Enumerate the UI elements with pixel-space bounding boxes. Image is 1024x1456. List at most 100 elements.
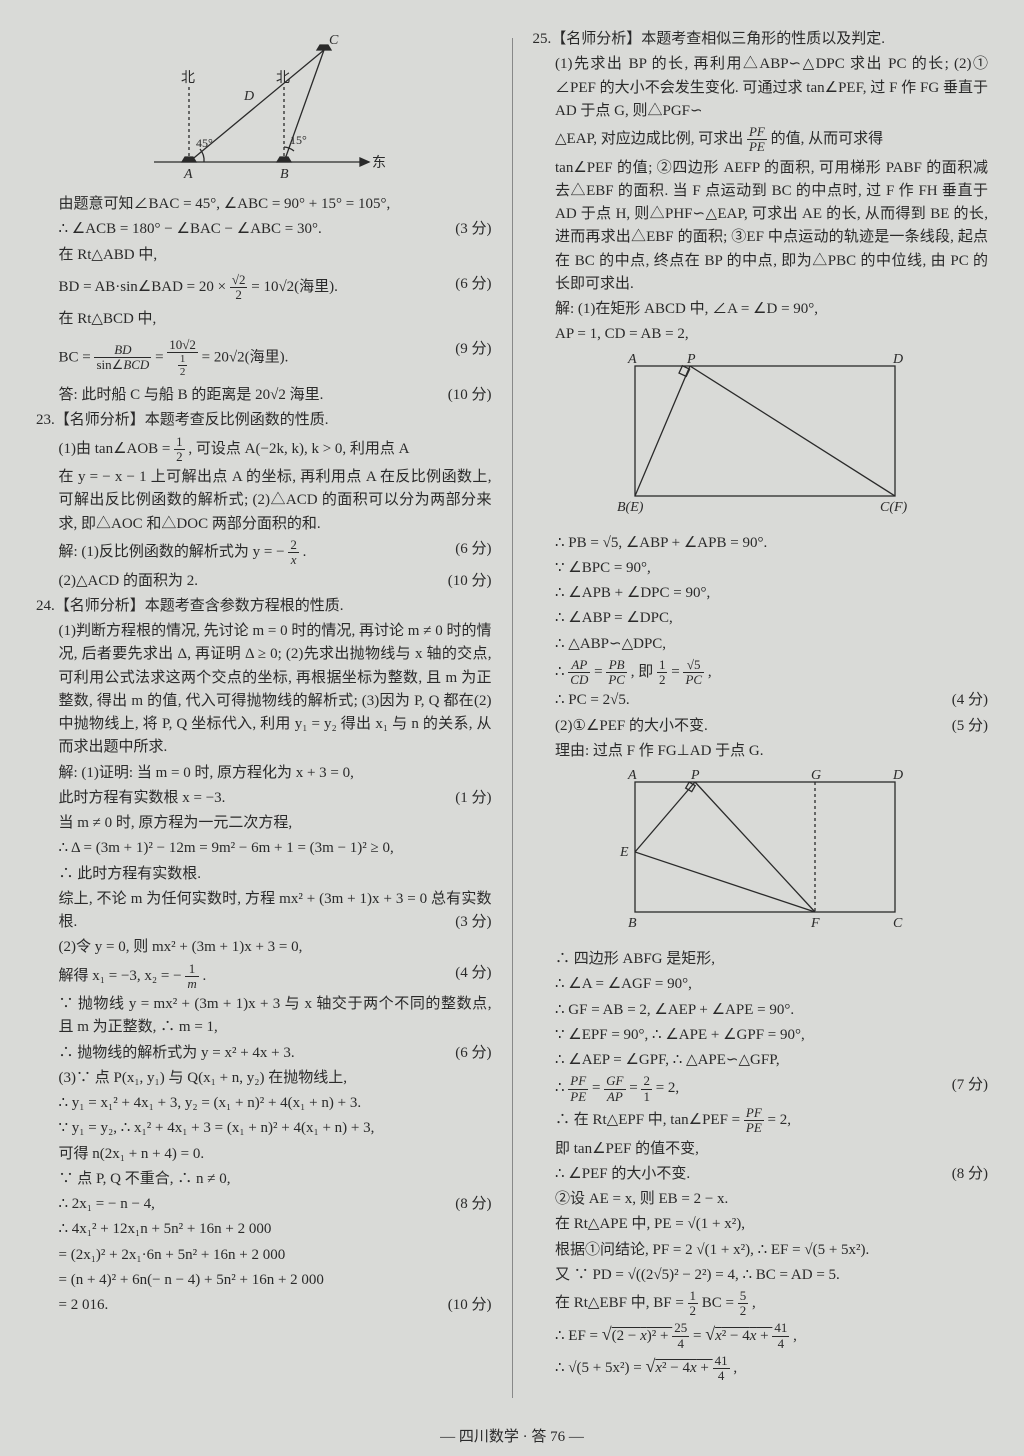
text: 此时方程有实数根 x = −3. [59,790,226,806]
fig2-d: D [892,352,903,367]
fraction: PFPE [744,1106,764,1136]
text-line: ∴ 此时方程有实数根. [36,863,492,886]
text: = [592,1081,604,1097]
fig3-e: E [619,845,629,860]
fraction: 1m [185,962,198,992]
fraction: PFPE [568,1074,588,1104]
text: 根据①问结论, PF = 2 [555,1242,693,1258]
text-line: ∴ 4x₁² + 12x₁n + 5n² + 16n + 2 000 [36,1218,492,1241]
text: ∴ [555,1360,568,1376]
text: = 20√2(海里). [202,349,289,365]
text-line: (2)①∠PEF 的大小不变. (5 分) [533,715,989,738]
score: (4 分) [455,962,491,985]
text-line: BD = AB·sin∠BAD = 20 × √22 = 10√2(海里). (… [36,273,492,303]
text-line: 此时方程有实数根 x = −3. (1 分) [36,787,492,810]
text: BD = AB·sin∠BAD = 20 × [59,279,230,295]
text: ∴ [555,1081,568,1097]
score: (3 分) [455,218,491,241]
text-line: ∴ ∠ABP = ∠DPC, [533,607,989,630]
score: (6 分) [455,1042,491,1065]
text: 在 Rt△EBF 中, BF = [555,1295,688,1311]
fig1-ang45: 45° [196,136,213,150]
text-line: ∴ ∠AEP = ∠GPF, ∴ △APE∽△GFP, [533,1049,989,1072]
text: (2)△ACD 的面积为 2. [59,573,198,589]
text-line: AP = 1, CD = AB = 2, [533,323,989,346]
text-line: ∴ Δ = (3m + 1)² − 12m = 9m² − 6m + 1 = (… [36,837,492,860]
text-line: ∴ △ABP∽△DPC, [533,633,989,656]
text: , [793,1328,797,1344]
text: . [202,968,206,984]
text-line: (2)△ACD 的面积为 2. (10 分) [36,570,492,593]
text: = 10√2(海里). [251,279,338,295]
text-line: ∴ 2x₁ = − n − 4, (8 分) [36,1193,492,1216]
fraction: 52 [738,1289,749,1319]
fig1-label-a: A [183,167,193,182]
text-line: 可得 n(2x₁ + n + 4) = 0. [36,1143,492,1166]
text-line: ∴ PFPE = GFAP = 21 = 2, (7 分) [533,1074,989,1104]
fraction: PBPC [606,658,627,688]
text-line: ∴ GF = AB = 2, ∠AEP + ∠APE = 90°. [533,999,989,1022]
analysis-heading: 24.【名师分析】本题考查含参数方程根的性质. [36,595,492,618]
text-line: 又 ∵ PD = √((2√5)² − 2²) = 4, ∴ BC = AD =… [533,1264,989,1287]
text-line: = (n + 4)² + 6n(− n − 4) + 5n² + 16n + 2… [36,1269,492,1292]
page: C D A B 北 北 东 45° 15° 由题意可知∠BAC = 45°, ∠… [0,0,1024,1398]
text-line: ∵ ∠EPF = 90°, ∴ ∠APE + ∠GPF = 90°, [533,1024,989,1047]
text: √(1 + x²), ∴ EF = [696,1242,804,1258]
fraction: GFAP [604,1074,625,1104]
fig3-g: G [811,768,821,783]
score: (6 分) [455,273,491,296]
fraction: 2x [288,538,299,568]
fig1-north1: 北 [181,70,195,86]
text-line: ∵ y₁ = y₂, ∴ x₁² + 4x₁ + 3 = (x₁ + n)² +… [36,1117,492,1140]
fig1-label-b: B [280,167,289,182]
fraction: BDsin∠BCD [94,343,151,373]
fig1-label-c: C [329,33,339,48]
text-line: (1)由 tan∠AOB = 12 , 可设点 A(−2k, k), k > 0… [36,435,492,465]
text: , [733,1360,737,1376]
text-line: ∴ EF = √(2 − x)² + 254 = √x² − 4x + 414 … [533,1321,989,1351]
text-line: 解: (1)证明: 当 m = 0 时, 原方程化为 x + 3 = 0, [36,762,492,785]
score: (8 分) [952,1163,988,1186]
analysis-heading: 23.【名师分析】本题考查反比例函数的性质. [36,409,492,432]
text: = 2, [768,1112,791,1128]
text: = [693,1328,705,1344]
text: ∴ PC = 2√5. [555,692,630,708]
text: , 即 [631,664,657,680]
text-line: ②设 AE = x, 则 EB = 2 − x. [533,1188,989,1211]
analysis-heading: 25.【名师分析】本题考查相似三角形的性质以及判定. [533,28,989,51]
text-line: ∴ APCD = PBPC , 即 12 = √5PC , [533,658,989,688]
text-line: 在 Rt△APE 中, PE = √(1 + x²), [533,1213,989,1236]
score: (3 分) [455,911,491,934]
text-line: ∴ √(5 + 5x²) = √x² − 4x + 414 , [533,1353,989,1383]
text-line: 在 y = − x − 1 上可解出点 A 的坐标, 再利用点 A 在反比例函数… [36,466,492,536]
score: (7 分) [952,1074,988,1097]
text-line: (1)先求出 BP 的长, 再利用△ABP∽△DPC 求出 PC 的长; (2)… [533,53,989,123]
fig3-p: P [690,768,700,783]
text: (2)①∠PEF 的大小不变. [555,718,708,734]
text-line: ∴ 抛物线的解析式为 y = x² + 4x + 3. (6 分) [36,1042,492,1065]
text: = [629,1081,641,1097]
fraction: 12 [688,1289,699,1319]
fig3-b: B [628,916,637,931]
fig2-a: A [627,352,637,367]
fraction: APCD [568,658,590,688]
text: , 可设点 A(−2k, k), k > 0, 利用点 A [188,441,409,457]
text-line: ∴ 四边形 ABFG 是矩形, [533,948,989,971]
fig3-c: C [893,916,903,931]
text: △EAP, 对应边成比例, 可求出 [555,131,747,147]
text-line: ∴ 在 Rt△EPF 中, tan∠PEF = PFPE = 2, [533,1106,989,1136]
score: (10 分) [448,570,492,593]
text: 解: (1)反比例函数的解析式为 y = − [59,544,289,560]
text-line: 答: 此时船 C 与船 B 的距离是 20√2 海里. (10 分) [36,384,492,407]
text-line: ∵ 点 P, Q 不重合, ∴ n ≠ 0, [36,1168,492,1191]
fraction: 10√212 [167,338,198,378]
fig1-ang15: 15° [290,133,307,147]
figure-rectangle-1: A P D B(E) C(F) [595,351,925,526]
text-line: 解: (1)反比例函数的解析式为 y = − 2x . (6 分) [36,538,492,568]
text-line: (1)判断方程根的情况, 先讨论 m = 0 时的情况, 再讨论 m ≠ 0 时… [36,620,492,760]
text-line: 理由: 过点 F 作 FG⊥AD 于点 G. [533,740,989,763]
text-line: 在 Rt△ABD 中, [36,244,492,267]
fig1-label-d: D [243,89,254,104]
text-line: (2)令 y = 0, 则 mx² + (3m + 1)x + 3 = 0, [36,936,492,959]
score: (10 分) [448,384,492,407]
